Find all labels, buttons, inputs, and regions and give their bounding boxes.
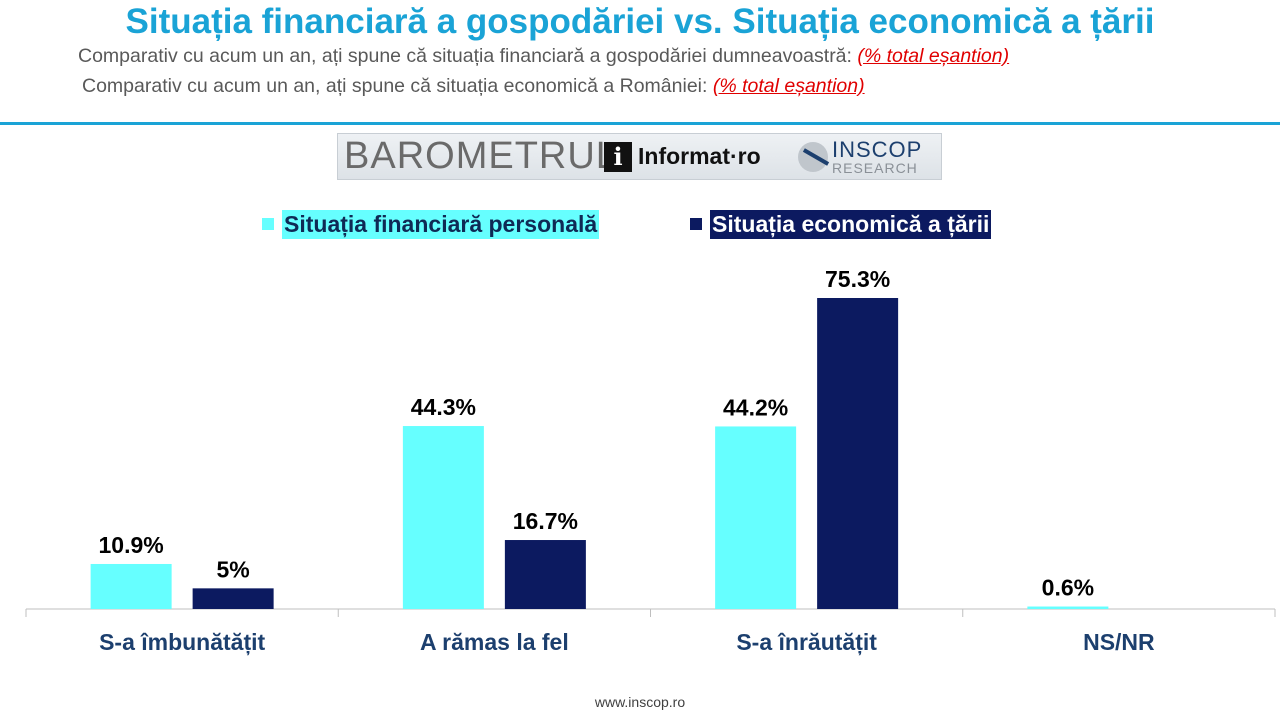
subtitle-economic-note: (% total eșantion) (712, 75, 865, 97)
legend-label-country: Situația economică a țării (710, 209, 992, 239)
barometrul-logo-text: BAROMETRUL (344, 135, 618, 177)
bar-personal-1 (402, 426, 484, 609)
footer-url: www.inscop.ro (594, 694, 686, 710)
informat-logo-text: Informat·ro (638, 143, 761, 169)
data-label-personal-2: 44.2% (723, 394, 788, 420)
data-label-personal-0: 10.9% (99, 532, 164, 558)
category-label-3: NS/NR (1083, 629, 1155, 655)
subtitle-financial: Comparativ cu acum un an, ați spune că s… (78, 45, 1009, 68)
page-title: Situația financiară a gospodăriei vs. Si… (125, 2, 1155, 41)
header-divider (0, 122, 1280, 125)
bar-personal-2 (715, 426, 797, 609)
inscop-research-text: RESEARCH (832, 159, 918, 176)
bar-country-2 (817, 298, 899, 609)
legend-item-personal: Situația financiară personală (262, 208, 600, 240)
category-label-2: S-a înrăutățit (736, 629, 877, 656)
data-label-personal-1: 44.3% (411, 394, 476, 420)
data-label-country-0: 5% (217, 556, 250, 582)
inscop-logo: INSCOP RESEARCH (832, 136, 923, 176)
subtitle-financial-text: Comparativ cu acum un an, ați spune că s… (78, 45, 852, 67)
bar-country-1 (504, 540, 586, 609)
category-label-1: A rămas la fel (420, 629, 569, 655)
legend-label-personal: Situația financiară personală (282, 209, 600, 239)
legend-swatch-country (690, 218, 702, 230)
informat-info-icon: i (604, 141, 632, 172)
legend-item-country: Situația economică a țării (690, 208, 992, 240)
sponsor-logo-banner: BAROMETRUL i Informat·ro INSCOP RESEARCH (337, 133, 942, 180)
inscop-logo-icon (798, 141, 828, 172)
category-label-0: S-a îmbunătățit (99, 629, 265, 656)
subtitle-economic-text: Comparativ cu acum un an, ați spune că s… (82, 75, 708, 97)
inscop-logo-text: INSCOP (832, 136, 923, 162)
subtitle-economic: Comparativ cu acum un an, ați spune că s… (82, 75, 865, 98)
bar-personal-3 (1027, 606, 1109, 609)
data-label-country-1: 16.7% (513, 508, 578, 534)
legend-swatch-personal (262, 218, 274, 230)
bar-country-0 (192, 588, 274, 609)
bar-personal-0 (90, 563, 172, 609)
data-label-country-2: 75.3% (825, 266, 890, 292)
data-label-personal-3: 0.6% (1042, 575, 1094, 601)
subtitle-financial-note: (% total eșantion) (857, 45, 1010, 67)
